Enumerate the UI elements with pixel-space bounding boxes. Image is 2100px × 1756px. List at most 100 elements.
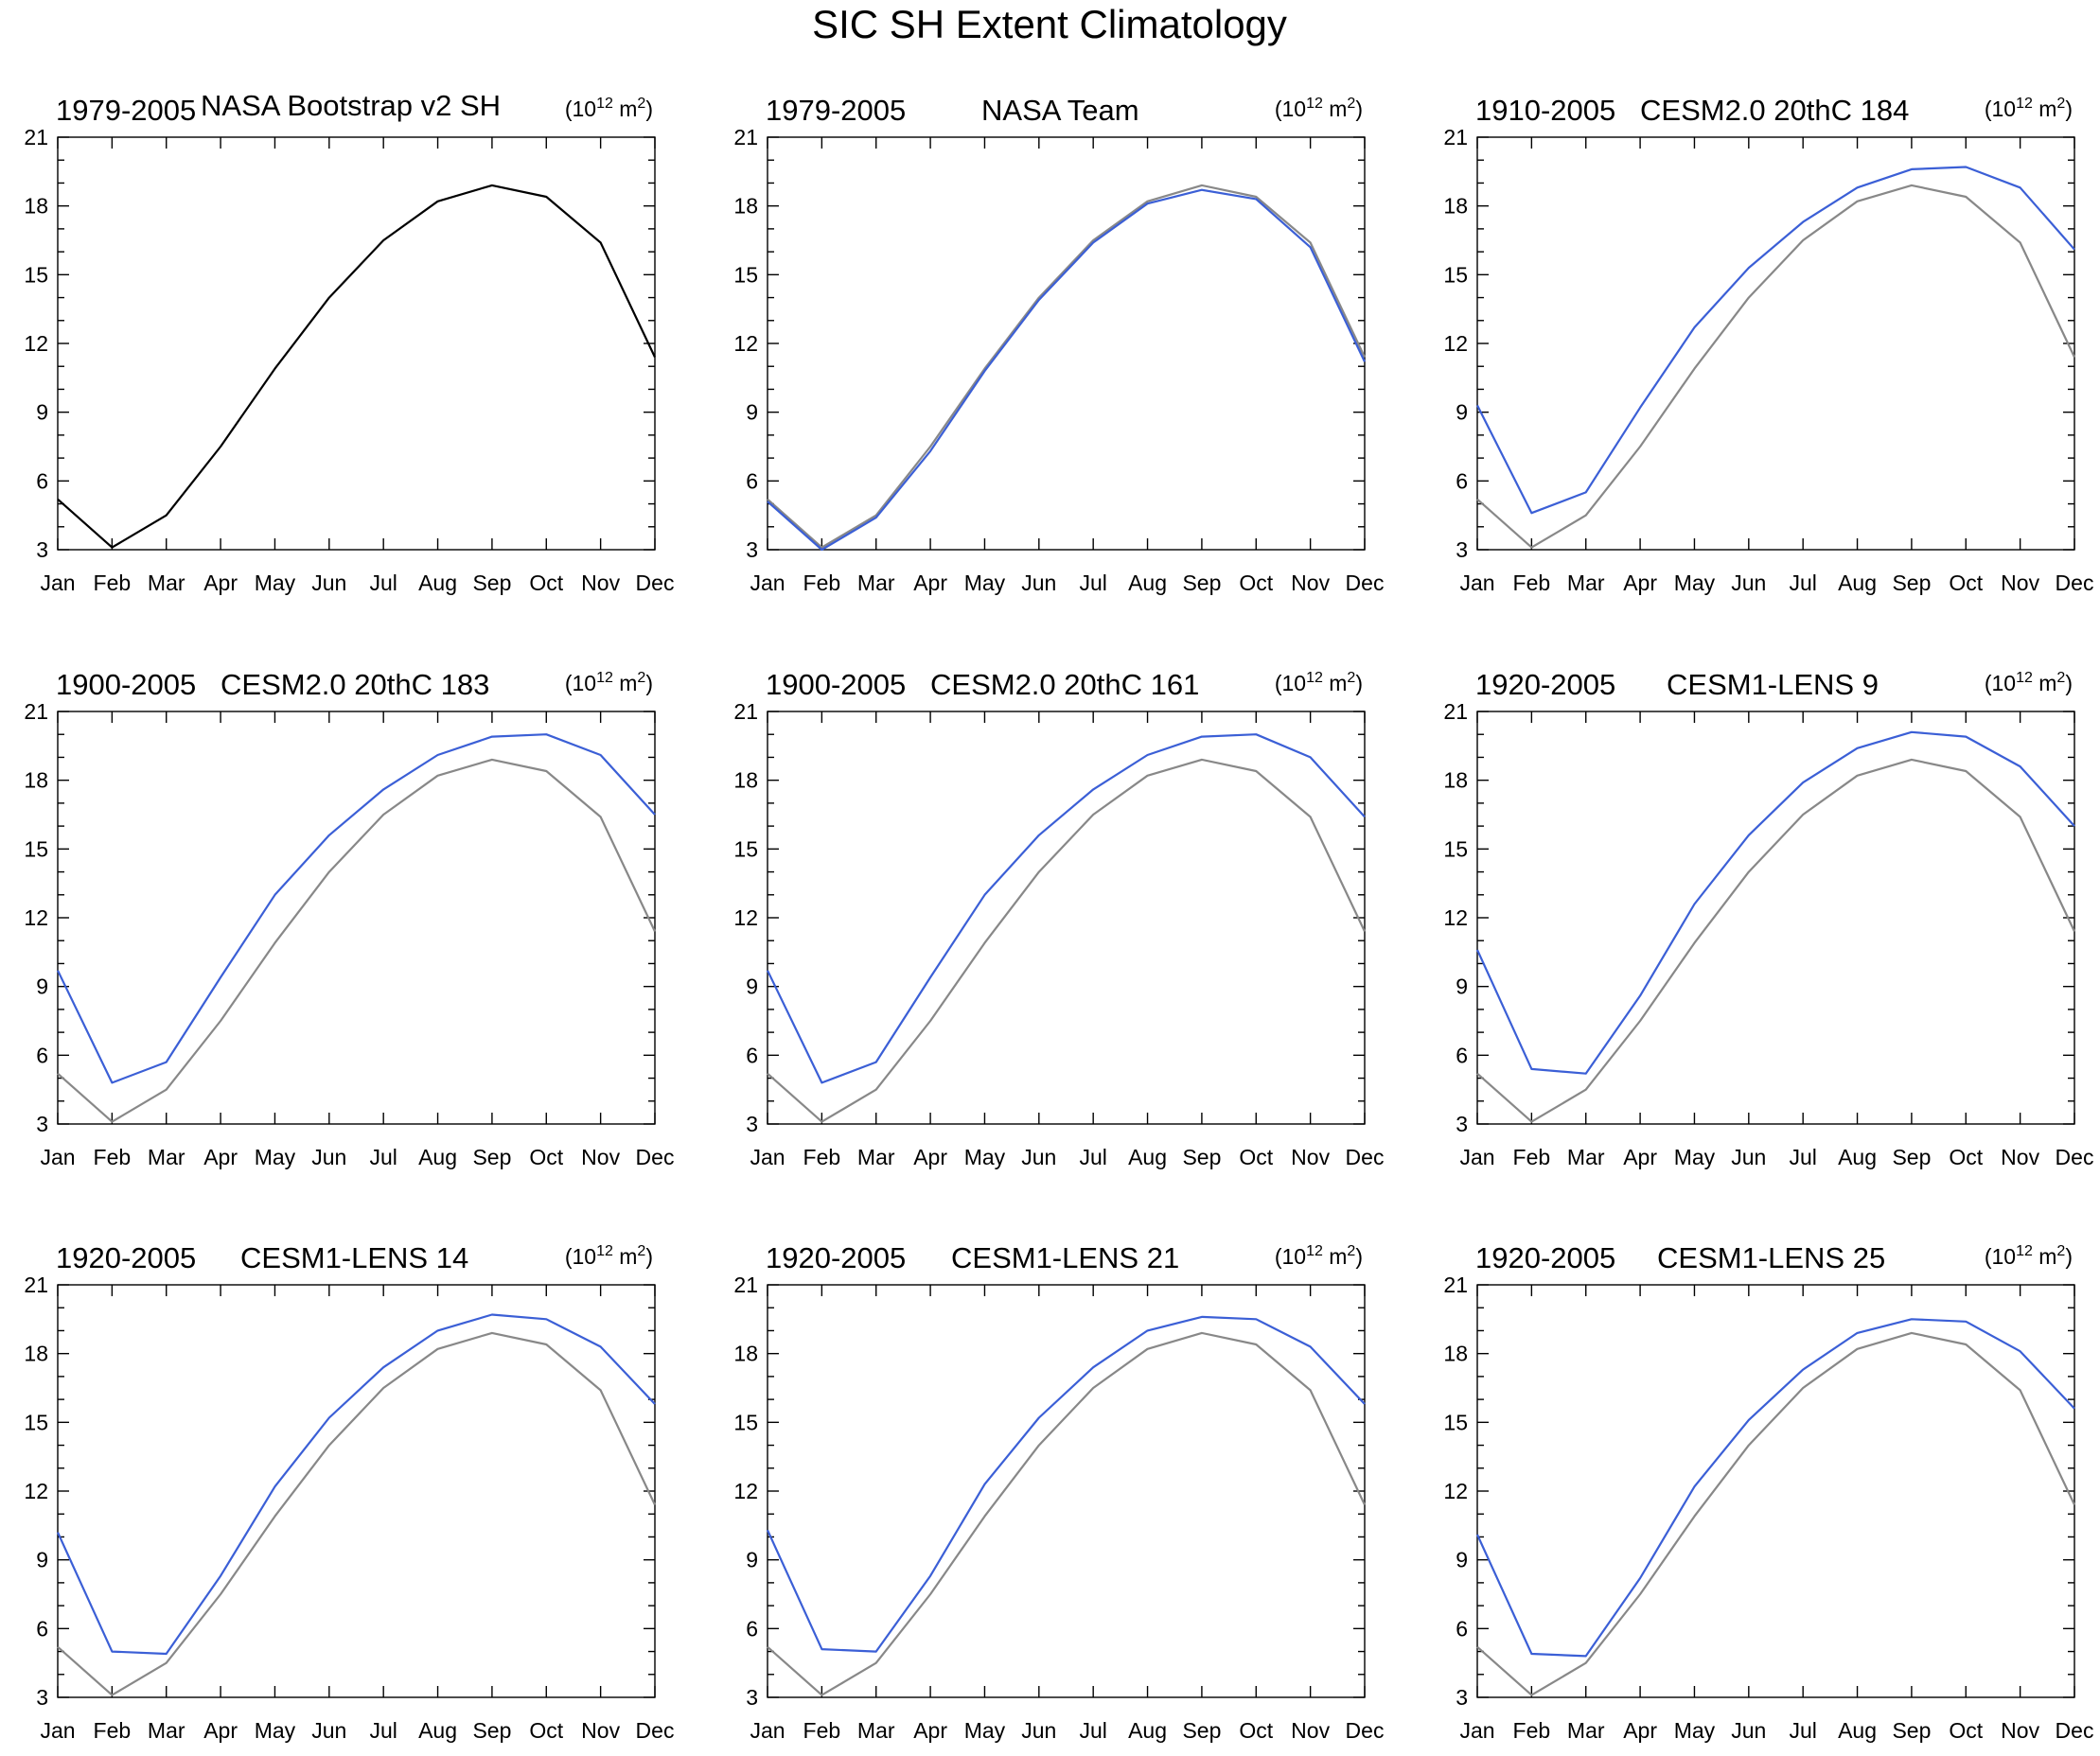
y-tick-label: 6 — [36, 1043, 48, 1067]
x-tick-label: Jun — [311, 571, 346, 595]
units-label: (1012 m2) — [1275, 670, 1363, 695]
x-tick-label: Dec — [1346, 1145, 1385, 1169]
series-line-model — [1476, 166, 2075, 515]
x-tick-label: Nov — [581, 1718, 620, 1743]
x-tick-label: Sep — [1892, 1145, 1931, 1169]
y-tick-label: 12 — [1443, 331, 1468, 356]
x-tick-label: Jul — [1079, 1718, 1106, 1743]
x-tick-label: Oct — [1239, 1145, 1273, 1169]
x-tick-label: Nov — [2001, 1718, 2039, 1743]
x-tick-label: Feb — [803, 1718, 841, 1743]
units-part: (10 — [1985, 97, 2016, 121]
y-tick-label: 3 — [1456, 537, 1468, 562]
units-part: m — [2033, 671, 2057, 695]
y-tick-label: 18 — [733, 194, 758, 219]
series-line-observations — [1476, 758, 2075, 1123]
y-tick-label: 6 — [1456, 1043, 1468, 1067]
plot-frame — [767, 711, 1366, 1125]
series-line-model — [57, 184, 656, 549]
chart-panel: 3 6 9 12 15 18 21 Jan Feb Mar Apr May Jun Jul Aug Sep Oc… — [24, 1241, 674, 1743]
plot-frame — [57, 1284, 656, 1698]
x-tick-label: Oct — [529, 1145, 563, 1169]
y-tick-label: 6 — [1456, 468, 1468, 493]
panel-period: 1979-2005 — [56, 94, 196, 127]
series-line-model — [767, 733, 1366, 1084]
x-tick-label: Aug — [418, 1145, 457, 1169]
units-part: (10 — [1985, 1244, 2016, 1269]
x-tick-label: Sep — [1892, 571, 1931, 595]
y-tick-label: 18 — [24, 768, 48, 793]
x-tick-label: Oct — [529, 571, 563, 595]
x-tick-label: Jul — [1079, 1145, 1106, 1169]
units-part: ) — [1355, 1244, 1363, 1269]
panel-name: CESM2.0 20thC 161 — [930, 668, 1199, 701]
x-tick-label: Nov — [1291, 1145, 1330, 1169]
chart-panel: 3 6 9 12 15 18 21 Jan Feb Mar Apr May Jun Jul Aug Sep Oc… — [1443, 1241, 2093, 1743]
x-tick-label: Jan — [40, 1145, 75, 1169]
x-tick-label: Dec — [636, 1718, 675, 1743]
units-part: m — [1323, 671, 1348, 695]
units-label: (1012 m2) — [565, 1243, 653, 1269]
x-tick-label: Aug — [1128, 1718, 1167, 1743]
panel-name: CESM1-LENS 14 — [240, 1241, 468, 1274]
x-tick-label: Feb — [94, 1718, 132, 1743]
units-label: (1012 m2) — [1985, 96, 2073, 121]
x-tick-label: Mar — [1567, 1718, 1605, 1743]
units-part: (10 — [1275, 97, 1306, 121]
y-tick-label: 6 — [746, 468, 758, 493]
units-label: (1012 m2) — [1985, 670, 2073, 695]
x-tick-label: Mar — [1567, 1145, 1605, 1169]
chart-panel: 3 6 9 12 15 18 21 Jan Feb Mar Apr May Jun Jul Aug Sep Oc… — [1443, 94, 2093, 595]
y-tick-label: 18 — [24, 194, 48, 219]
y-tick-label: 15 — [24, 262, 48, 287]
y-tick-label: 21 — [24, 125, 48, 149]
units-part: (10 — [565, 97, 596, 121]
y-tick-label: 6 — [746, 1616, 758, 1641]
chart-panel: 3 6 9 12 15 18 21 Jan Feb Mar Apr May Jun Jul Aug Sep Oc… — [24, 89, 674, 595]
y-tick-label: 3 — [36, 1685, 48, 1710]
chart-panel: 3 6 9 12 15 18 21 Jan Feb Mar Apr May Jun Jul Aug Sep Oc… — [733, 668, 1384, 1169]
units-part: (10 — [1275, 1244, 1306, 1269]
series-line-model — [766, 1315, 1366, 1653]
series-line-observations — [767, 758, 1366, 1123]
y-tick-label: 6 — [36, 468, 48, 493]
x-tick-label: Sep — [472, 571, 511, 595]
x-tick-label: Aug — [1128, 1145, 1167, 1169]
units-part: 2 — [2056, 670, 2065, 686]
y-tick-label: 3 — [1456, 1685, 1468, 1710]
x-tick-label: Feb — [1513, 1145, 1551, 1169]
panel-name: NASA Bootstrap v2 SH — [201, 89, 501, 122]
units-part: 2 — [2056, 96, 2065, 112]
panel-period: 1900-2005 — [56, 668, 196, 701]
x-tick-label: Feb — [94, 1145, 132, 1169]
y-tick-label: 21 — [1443, 699, 1468, 724]
y-tick-label: 15 — [24, 836, 48, 861]
units-part: (10 — [1275, 671, 1306, 695]
x-tick-label: Mar — [857, 1145, 895, 1169]
y-tick-label: 3 — [36, 537, 48, 562]
x-tick-label: Oct — [529, 1718, 563, 1743]
x-tick-label: May — [1674, 1718, 1716, 1743]
x-tick-label: Jun — [311, 1718, 346, 1743]
units-part: m — [2033, 1244, 2057, 1269]
series-line-model — [1475, 1318, 2075, 1658]
units-part: 2 — [1347, 670, 1355, 686]
x-tick-label: May — [1674, 1145, 1716, 1169]
main-title: SIC SH Extent Climatology — [812, 2, 1287, 46]
units-label: (1012 m2) — [565, 670, 653, 695]
plot-frame — [57, 136, 656, 551]
x-tick-label: Jan — [750, 571, 785, 595]
x-tick-label: Dec — [636, 1145, 675, 1169]
x-tick-label: Oct — [1949, 571, 1983, 595]
y-tick-label: 6 — [1456, 1616, 1468, 1641]
series-line-observations — [767, 1331, 1366, 1696]
units-part: 12 — [1306, 670, 1323, 686]
x-tick-label: Jan — [40, 1718, 75, 1743]
x-tick-label: Dec — [1346, 1718, 1385, 1743]
x-tick-label: Dec — [2056, 1718, 2094, 1743]
chart-panel: 3 6 9 12 15 18 21 Jan Feb Mar Apr May Jun Jul Aug Sep Oc… — [1443, 668, 2093, 1169]
y-tick-label: 18 — [24, 1342, 48, 1366]
x-tick-label: Aug — [1838, 1145, 1877, 1169]
units-label: (1012 m2) — [1275, 1243, 1363, 1269]
units-part: 2 — [637, 96, 645, 112]
